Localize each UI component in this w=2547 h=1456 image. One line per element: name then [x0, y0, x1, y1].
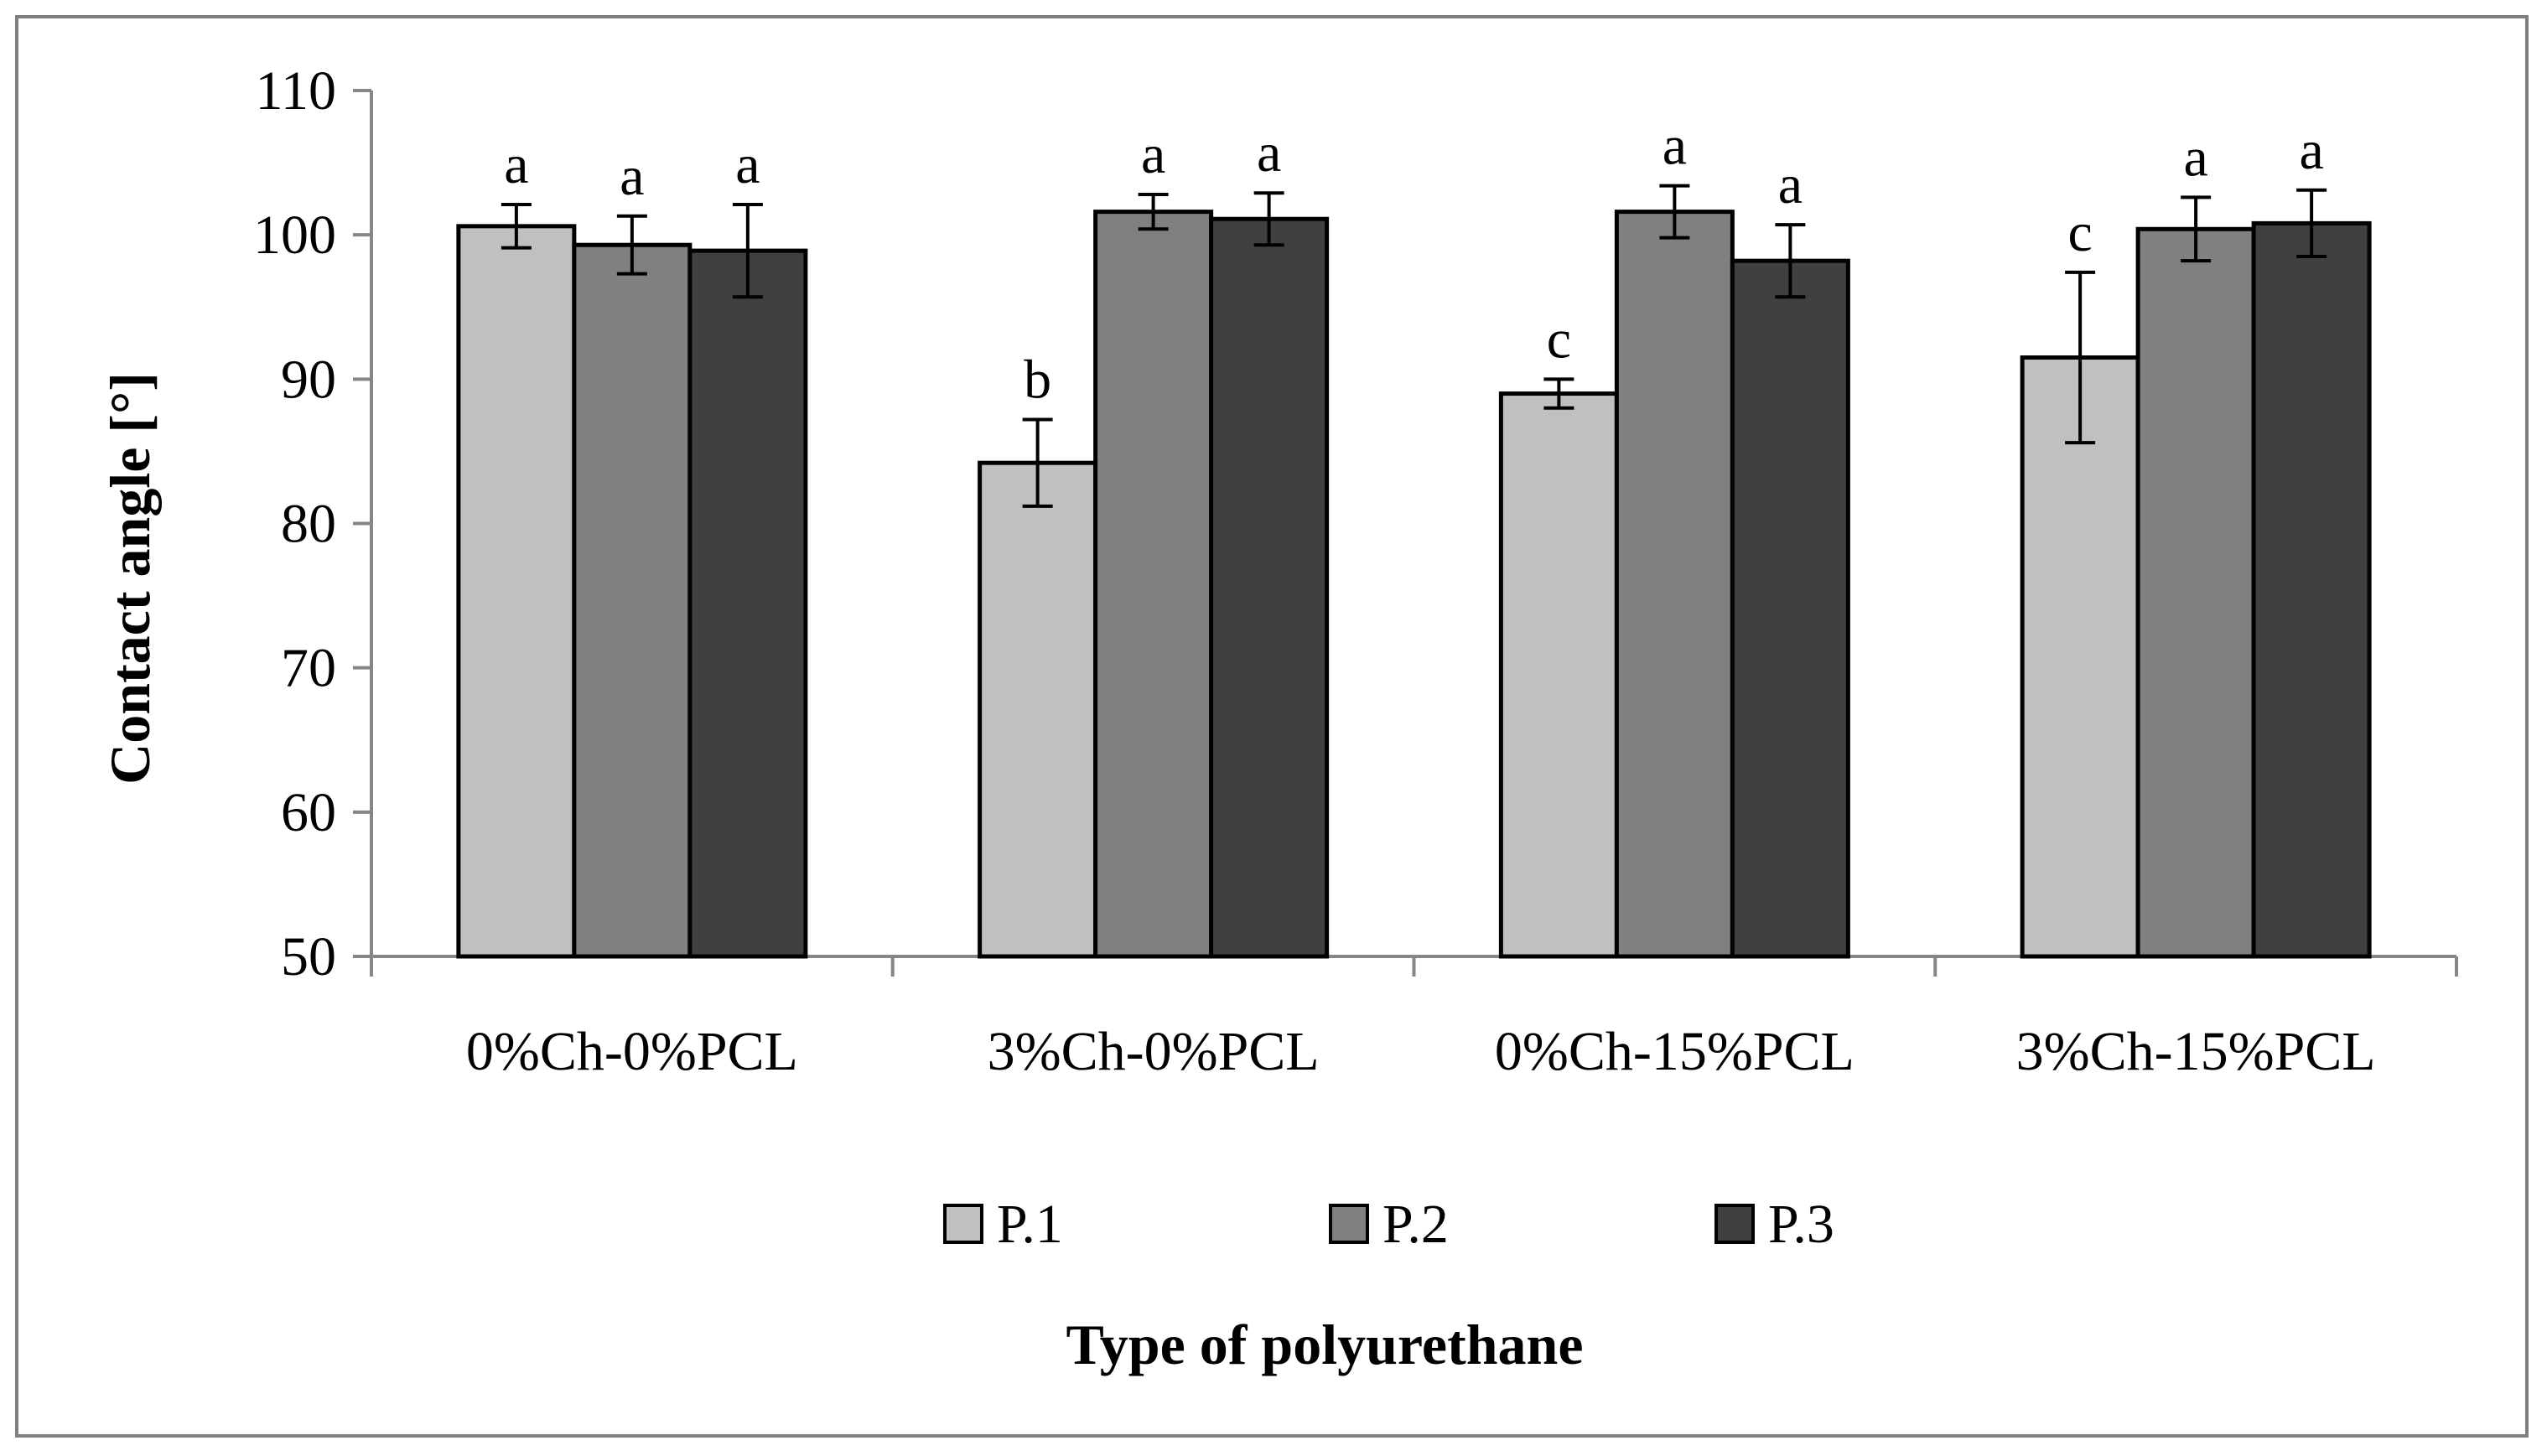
bar-P2-2: [1093, 210, 1214, 959]
y-axis-title: Contact angle [°]: [98, 372, 162, 785]
error-bar: [732, 203, 763, 299]
significance-label: a: [735, 134, 760, 195]
x-axis: 0%Ch-0%PCL 3%Ch-0%PCL 0%Ch-15%PCL 3%Ch-15%P…: [370, 955, 2458, 1082]
error-bar: [616, 214, 647, 276]
significance-label: a: [1778, 154, 1803, 215]
bars: [456, 210, 2372, 959]
y-tick-label: 50: [281, 926, 336, 987]
significance-label: a: [1257, 122, 1281, 184]
legend-item-P1: P.1: [943, 1194, 1063, 1255]
legend-label: P.2: [1382, 1194, 1449, 1255]
error-bar: [1138, 192, 1169, 231]
x-category-label: 0%Ch-15%PCL: [1495, 1021, 1854, 1082]
significance-label: a: [2183, 127, 2207, 188]
significance-label: a: [2299, 120, 2323, 181]
legend-item-P3: P.3: [1714, 1194, 1834, 1255]
bar-P3-1: [687, 248, 808, 959]
significance-label: c: [1547, 308, 1571, 370]
legend-label: P.3: [1768, 1194, 1834, 1255]
bar-P2-1: [572, 242, 693, 959]
error-bar: [2296, 188, 2327, 258]
x-axis-title: Type of polyurethane: [1066, 1313, 1583, 1376]
significance-label: a: [620, 146, 644, 207]
error-bar: [2065, 270, 2096, 445]
bar-P3-2: [1209, 216, 1330, 959]
bar-P3-4: [2251, 220, 2372, 959]
significance-labels: a a a b a a c a a c a a: [504, 116, 2324, 411]
legend-label: P.1: [997, 1194, 1063, 1255]
y-tick-label: 80: [281, 494, 336, 555]
error-bars: [501, 184, 2327, 508]
legend-item-P2: P.2: [1329, 1194, 1449, 1255]
significance-label: a: [1663, 116, 1687, 177]
significance-label: c: [2067, 202, 2092, 263]
error-bar: [1543, 377, 1574, 410]
y-tick-label: 110: [255, 60, 336, 122]
bar-P3-3: [1730, 258, 1850, 959]
bar-P1-4: [2020, 355, 2140, 959]
y-tick-label: 70: [281, 638, 336, 699]
significance-label: a: [1141, 124, 1165, 185]
x-category-label: 0%Ch-0%PCL: [466, 1021, 798, 1082]
y-axis: 50 60 70 80 90 100 110: [253, 60, 373, 987]
bar-P2-3: [1614, 210, 1735, 959]
bar-P1-2: [978, 460, 1098, 959]
y-tick-label: 90: [281, 349, 336, 410]
error-bar: [1775, 223, 1806, 299]
legend: P.1 P.2 P.3: [943, 1194, 1834, 1255]
significance-label: a: [504, 134, 528, 195]
error-bar: [2181, 195, 2212, 263]
bar-P1-3: [1498, 391, 1619, 959]
y-tick-label: 60: [281, 782, 336, 843]
error-bar: [1659, 184, 1690, 240]
error-bar: [1022, 417, 1053, 508]
bar-P2-4: [2135, 226, 2256, 959]
y-tick-label: 100: [253, 205, 336, 266]
bar-P1-1: [456, 224, 577, 959]
legend-swatch: [943, 1204, 983, 1244]
error-bar: [501, 203, 532, 250]
legend-swatch: [1714, 1204, 1755, 1244]
x-category-label: 3%Ch-15%PCL: [2016, 1021, 2376, 1082]
legend-swatch: [1329, 1204, 1369, 1244]
error-bar: [1253, 191, 1284, 247]
significance-label: b: [1024, 350, 1051, 411]
x-category-label: 3%Ch-0%PCL: [988, 1021, 1320, 1082]
